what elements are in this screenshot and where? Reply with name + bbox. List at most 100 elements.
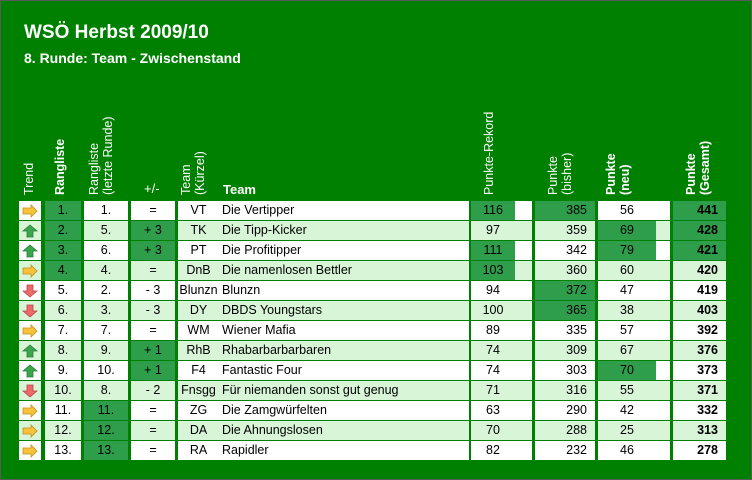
cell-neu: 46 — [598, 441, 656, 460]
cell-team: Wiener Mafia — [219, 321, 469, 340]
separator-cell — [515, 381, 532, 400]
cell-diff: - 2 — [131, 381, 175, 400]
cell-rank: 11. — [45, 401, 81, 420]
trend-up-icon — [19, 241, 41, 260]
cell-neu: 70 — [598, 361, 656, 380]
cell-prev: 13. — [84, 441, 128, 460]
cell-rekord: 97 — [471, 221, 515, 240]
cell-prev: 3. — [84, 301, 128, 320]
cell-diff: - 3 — [131, 301, 175, 320]
header-punkte-neu-line2: (neu) — [618, 164, 632, 195]
header-rangliste-prev-line2: (letzte Runde) — [101, 116, 115, 195]
cell-short: TK — [178, 221, 219, 240]
separator-cell — [515, 421, 532, 440]
cell-neu: 38 — [598, 301, 656, 320]
separator-cell — [515, 261, 532, 280]
cell-prev: 1. — [84, 201, 128, 220]
cell-bisher: 365 — [535, 301, 595, 320]
separator-cell — [656, 201, 670, 220]
cell-short: VT — [178, 201, 219, 220]
trend-right-icon — [19, 401, 41, 420]
header-punkte-bisher-line2: (bisher) — [560, 152, 574, 195]
cell-rank: 9. — [45, 361, 81, 380]
cell-team: Für niemanden sonst gut genug — [219, 381, 469, 400]
cell-prev: 10. — [84, 361, 128, 380]
cell-diff: = — [131, 401, 175, 420]
cell-gesamt: 420 — [673, 261, 726, 280]
cell-bisher: 360 — [535, 261, 595, 280]
cell-short: DA — [178, 421, 219, 440]
cell-rekord: 70 — [471, 421, 515, 440]
cell-team: Die Tipp-Kicker — [219, 221, 469, 240]
cell-gesamt: 419 — [673, 281, 726, 300]
cell-gesamt: 373 — [673, 361, 726, 380]
cell-short: DnB — [178, 261, 219, 280]
cell-gesamt: 313 — [673, 421, 726, 440]
header-team: Team — [223, 182, 256, 197]
separator-cell — [515, 401, 532, 420]
trend-right-icon — [19, 321, 41, 340]
separator-cell — [656, 301, 670, 320]
cell-gesamt: 392 — [673, 321, 726, 340]
header-kuerzel-line1: Team — [179, 164, 193, 195]
cell-diff: = — [131, 201, 175, 220]
cell-diff: + 3 — [131, 241, 175, 260]
cell-rekord: 103 — [471, 261, 515, 280]
cell-rank: 12. — [45, 421, 81, 440]
cell-diff: = — [131, 321, 175, 340]
cell-neu: 69 — [598, 221, 656, 240]
separator-cell — [656, 401, 670, 420]
cell-rank: 13. — [45, 441, 81, 460]
separator-cell — [656, 341, 670, 360]
cell-gesamt: 332 — [673, 401, 726, 420]
cell-short: F4 — [178, 361, 219, 380]
cell-bisher: 316 — [535, 381, 595, 400]
cell-team: Die Vertipper — [219, 201, 469, 220]
cell-rekord: 74 — [471, 361, 515, 380]
cell-bisher: 385 — [535, 201, 595, 220]
cell-rekord: 74 — [471, 341, 515, 360]
cell-bisher: 288 — [535, 421, 595, 440]
cell-bisher: 232 — [535, 441, 595, 460]
cell-prev: 11. — [84, 401, 128, 420]
cell-prev: 2. — [84, 281, 128, 300]
trend-right-icon — [19, 261, 41, 280]
header-trend: Trend — [22, 162, 36, 195]
separator-cell — [656, 381, 670, 400]
cell-neu: 55 — [598, 381, 656, 400]
separator-cell — [515, 341, 532, 360]
cell-gesamt: 376 — [673, 341, 726, 360]
cell-bisher: 359 — [535, 221, 595, 240]
cell-rekord: 100 — [471, 301, 515, 320]
cell-short: Fnsgg — [178, 381, 219, 400]
page-title: WSÖ Herbst 2009/10 — [24, 22, 209, 43]
cell-diff: = — [131, 421, 175, 440]
cell-team: Die Ahnungslosen — [219, 421, 469, 440]
separator-cell — [656, 321, 670, 340]
cell-bisher: 372 — [535, 281, 595, 300]
cell-team: Die Zamgwürfelten — [219, 401, 469, 420]
cell-diff: = — [131, 441, 175, 460]
separator-cell — [656, 421, 670, 440]
cell-rank: 2. — [45, 221, 81, 240]
separator-cell — [656, 221, 670, 240]
separator-cell — [515, 221, 532, 240]
cell-diff: + 3 — [131, 221, 175, 240]
cell-neu: 47 — [598, 281, 656, 300]
cell-team: Fantastic Four — [219, 361, 469, 380]
trend-right-icon — [19, 441, 41, 460]
cell-rank: 6. — [45, 301, 81, 320]
cell-rekord: 82 — [471, 441, 515, 460]
cell-rank: 7. — [45, 321, 81, 340]
cell-short: PT — [178, 241, 219, 260]
cell-rank: 3. — [45, 241, 81, 260]
cell-gesamt: 278 — [673, 441, 726, 460]
cell-neu: 56 — [598, 201, 656, 220]
cell-team: Blunzn — [219, 281, 469, 300]
cell-bisher: 342 — [535, 241, 595, 260]
cell-diff: + 1 — [131, 341, 175, 360]
cell-team: Rapidler — [219, 441, 469, 460]
cell-diff: - 3 — [131, 281, 175, 300]
trend-down-icon — [19, 281, 41, 300]
header-punkte-rekord: Punkte-Rekord — [482, 111, 496, 195]
